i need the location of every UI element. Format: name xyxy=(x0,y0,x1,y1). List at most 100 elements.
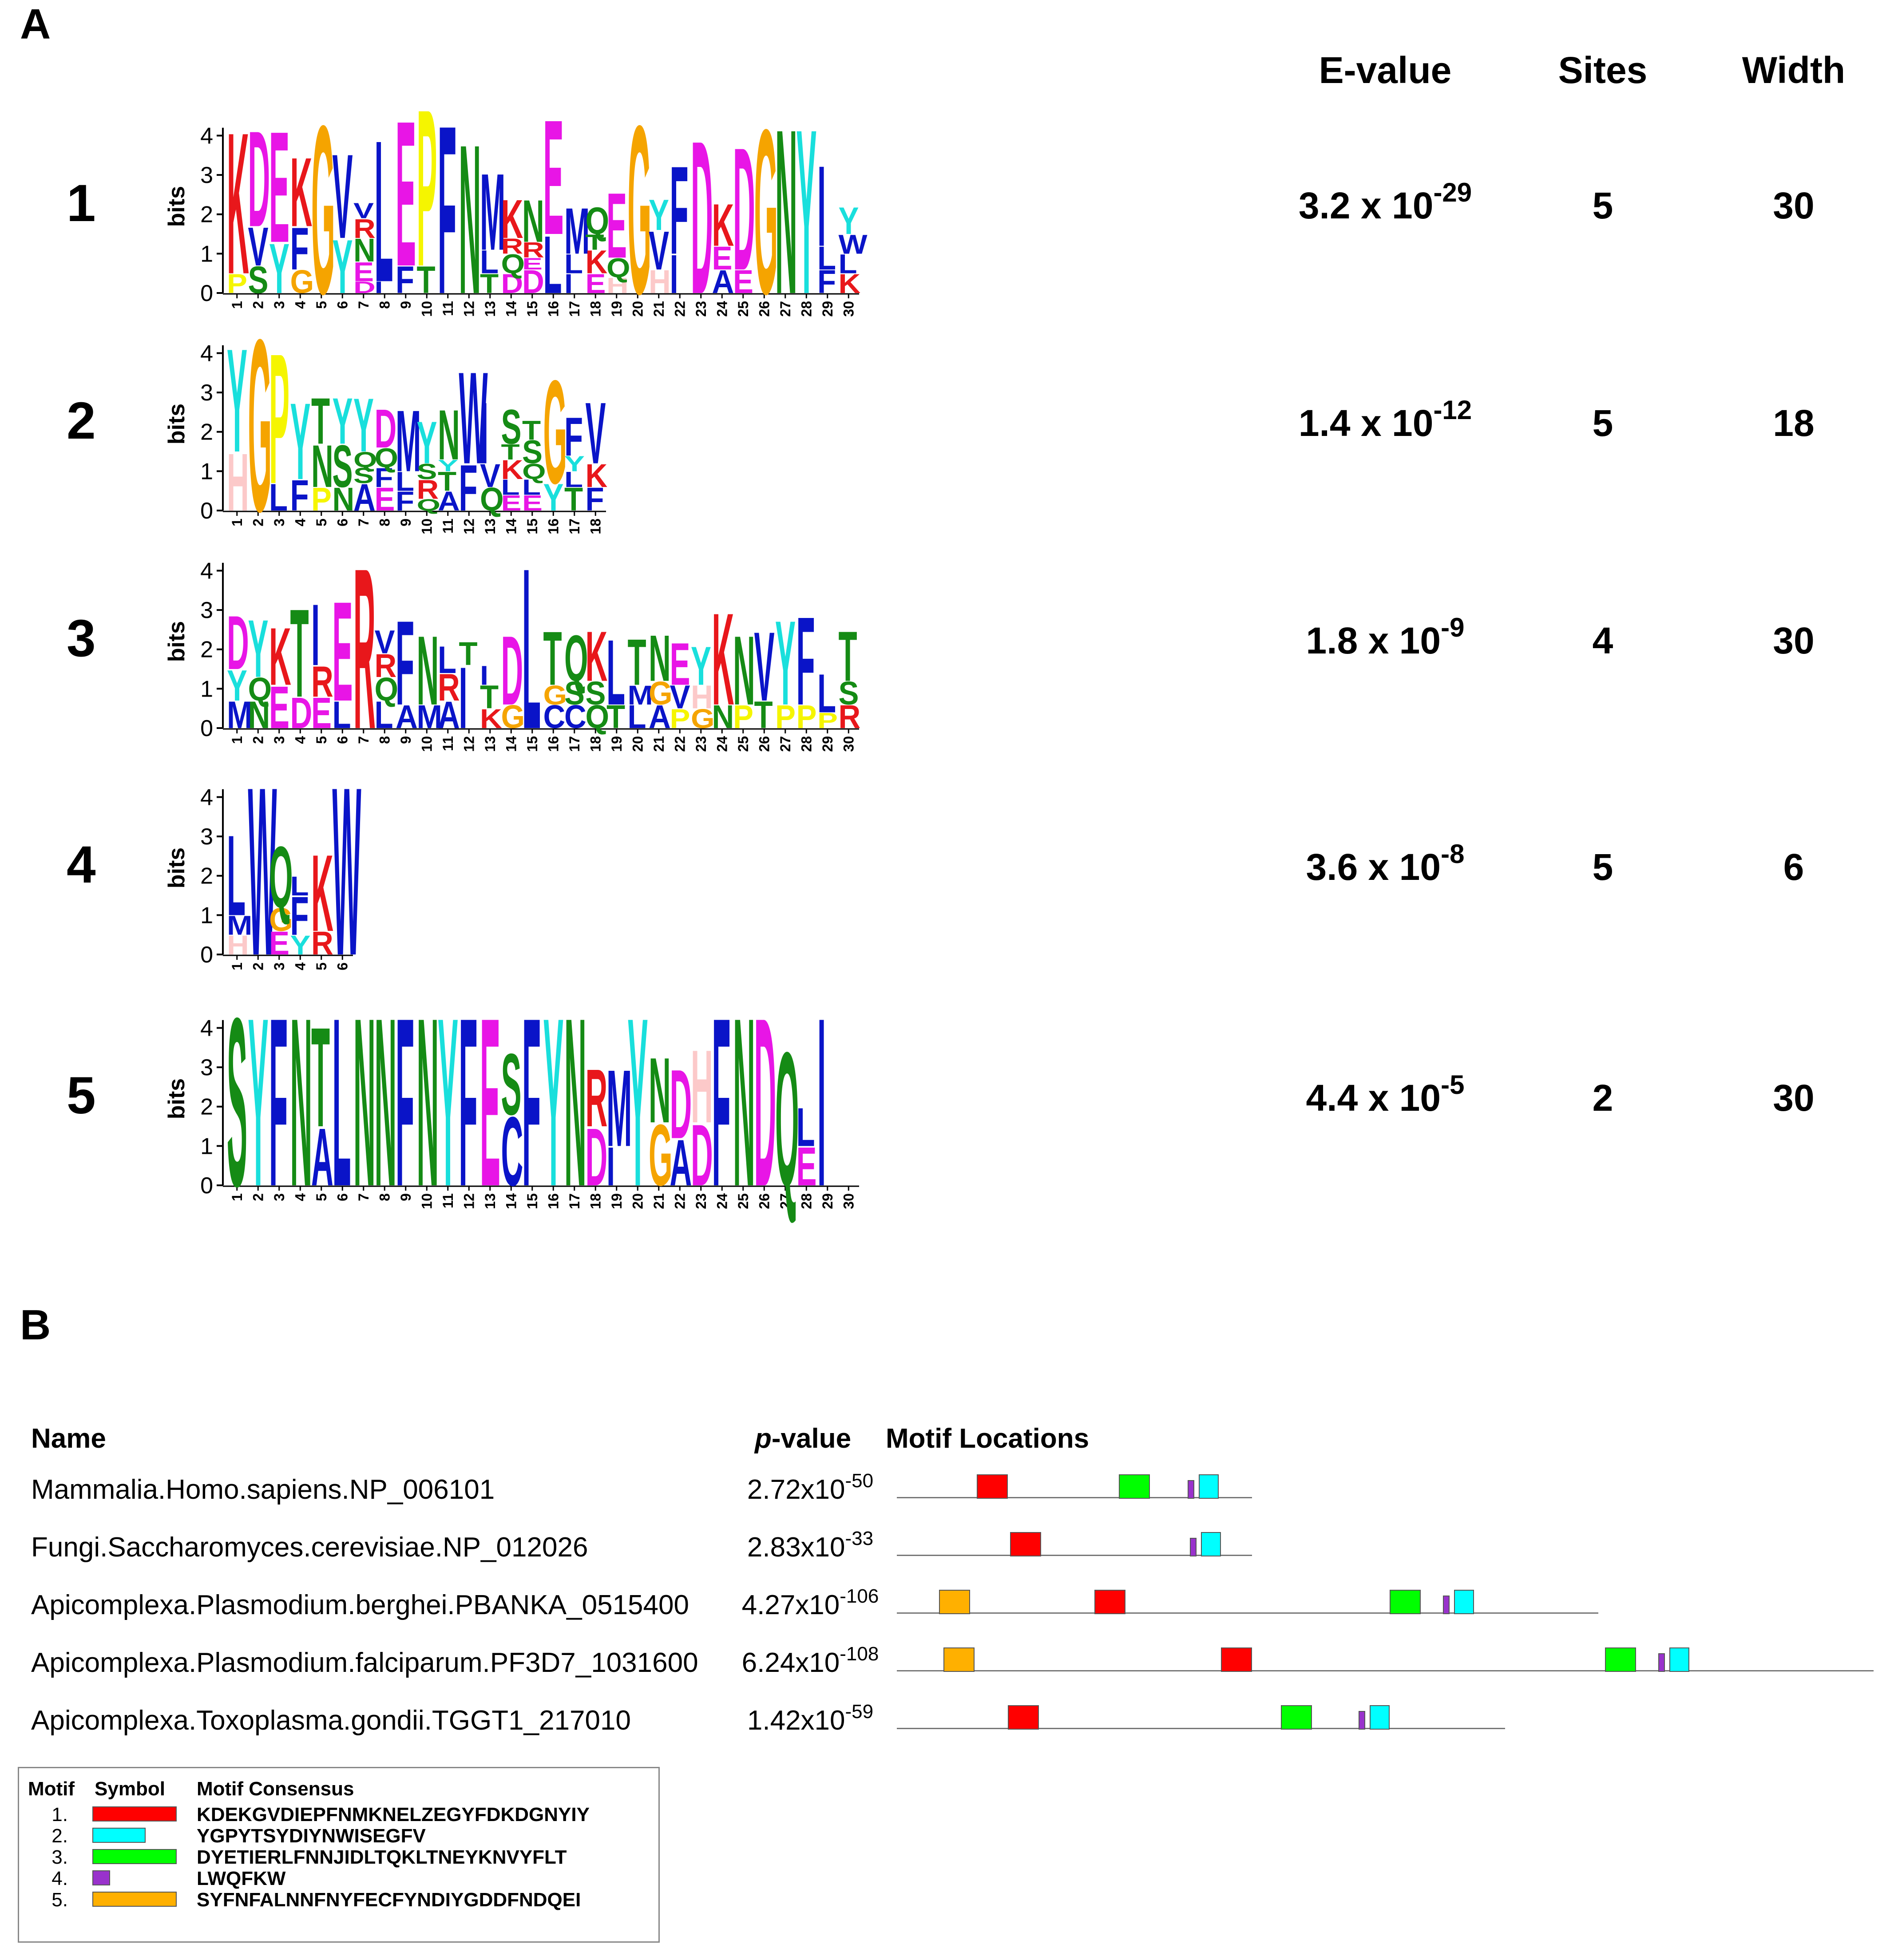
x-tick-label: 25 xyxy=(735,301,751,317)
logo-letter: Y xyxy=(543,476,564,519)
x-tick-label: 15 xyxy=(524,1193,540,1209)
logo-letter: D xyxy=(691,111,713,340)
logo-letter: M xyxy=(564,195,590,268)
y-tick-label: 3 xyxy=(200,1055,213,1081)
logo-letter: G xyxy=(649,1106,673,1204)
legend-item-number: 4. xyxy=(52,1868,68,1889)
panel-a-label: A xyxy=(20,0,51,48)
evalue-base: 1.4 x 10 xyxy=(1298,402,1434,444)
motif-2-sites: 5 xyxy=(1592,402,1613,444)
x-tick-label: 21 xyxy=(651,1193,667,1209)
logo-letter: K xyxy=(480,703,502,734)
logo-letter: K xyxy=(501,189,523,250)
x-tick-label: 24 xyxy=(714,1193,730,1209)
x-tick-label: 5 xyxy=(313,519,329,527)
logo-letter: A xyxy=(649,699,671,736)
logo-letter: Y xyxy=(248,603,269,695)
logo-letter: P xyxy=(269,329,289,523)
logo-letter: T xyxy=(586,230,604,254)
logo-letter: Q xyxy=(417,496,441,514)
y-axis-label: bits xyxy=(164,847,190,888)
x-tick-label: 11 xyxy=(440,736,456,751)
x-tick-label: 1 xyxy=(229,301,245,309)
sequence-name: Apicomplexa.Plasmodium.falciparum.PF3D7_… xyxy=(31,1647,698,1678)
legend-symbol-5 xyxy=(92,1892,177,1907)
motif-legend: Motif Symbol Motif Consensus 1. KDEKGVDIE… xyxy=(18,1767,660,1943)
y-tick-label: 1 xyxy=(200,903,213,928)
sequence-track xyxy=(897,1612,1598,1614)
x-tick-label: 5 xyxy=(313,736,329,744)
logo-letter: D xyxy=(353,278,376,297)
logo-letter: E xyxy=(733,264,753,301)
pvalue-base: 1.42x10 xyxy=(747,1705,845,1736)
x-tick-label: 16 xyxy=(545,519,561,535)
logo-letter: F xyxy=(817,264,836,301)
logo-letter: D xyxy=(754,1003,777,1236)
x-tick-label: 13 xyxy=(482,736,498,752)
logo-letter: Y xyxy=(649,191,669,240)
motif-1-block xyxy=(1221,1647,1252,1672)
logo-letter: R xyxy=(311,925,333,962)
logo-letter: V xyxy=(480,458,500,495)
motif-4-block xyxy=(1443,1596,1450,1614)
motif-2-width: 18 xyxy=(1773,402,1815,444)
logo-letter: W xyxy=(839,229,868,260)
logo-letter: Y xyxy=(796,111,817,343)
x-tick-label: 26 xyxy=(756,1193,772,1209)
x-tick-label: 8 xyxy=(376,301,392,309)
logo-letter: Y xyxy=(628,1003,648,1236)
logo-letter: Y xyxy=(564,451,585,476)
logo-letter: F xyxy=(564,407,583,467)
logo-letter: G xyxy=(691,703,715,734)
x-tick-label: 14 xyxy=(503,1193,519,1209)
logo-letter: C xyxy=(543,699,566,736)
x-tick-label: 10 xyxy=(419,301,435,317)
y-tick-label: 1 xyxy=(200,1133,213,1159)
x-tick-label: 7 xyxy=(356,519,372,527)
x-tick-label: 22 xyxy=(672,1193,688,1209)
logo-letter: V xyxy=(754,611,775,721)
logo-letter: V xyxy=(333,129,353,264)
logo-letter: S xyxy=(839,675,859,712)
x-tick-label: 30 xyxy=(840,1193,856,1209)
legend-item-consensus: LWQFKW xyxy=(197,1868,286,1889)
x-tick-label: 13 xyxy=(482,301,498,317)
logo-letter: H xyxy=(649,264,671,301)
y-axis-label: bits xyxy=(164,404,190,444)
legend-item-number: 2. xyxy=(52,1825,68,1847)
logo-letter: F xyxy=(670,139,689,280)
logo-letter: L xyxy=(839,249,857,279)
logo-letter: F xyxy=(290,886,309,947)
logo-letter: N xyxy=(353,232,376,269)
logo-letter: C xyxy=(501,1096,523,1206)
sequence-track xyxy=(897,1670,1874,1671)
logo-letter: F xyxy=(438,111,456,344)
y-axis-label: bits xyxy=(164,1078,190,1119)
logo-letter: D xyxy=(586,1111,608,1203)
logo-letter: Y xyxy=(775,595,796,730)
logo-letter: T xyxy=(564,481,583,518)
logo-letter: Q xyxy=(775,1013,799,1226)
x-tick-label: 18 xyxy=(587,519,603,535)
x-tick-label: 19 xyxy=(609,301,625,317)
logo-letter: K xyxy=(839,268,861,299)
sites-header: Sites xyxy=(1558,49,1648,91)
logo-letter: S xyxy=(417,459,437,484)
x-tick-label: 25 xyxy=(735,1193,751,1209)
x-tick-label: 6 xyxy=(334,519,350,527)
logo-letter: V xyxy=(353,198,374,223)
sequence-track xyxy=(897,1497,1252,1498)
x-tick-label: 14 xyxy=(503,519,519,535)
logo-letter: W xyxy=(333,772,362,1006)
logo-letter: R xyxy=(586,1052,608,1144)
legend-consensus-header: Motif Consensus xyxy=(197,1778,354,1800)
logo-letter: Y xyxy=(353,382,374,468)
logo-letter: T xyxy=(480,268,499,299)
x-tick-label: 22 xyxy=(672,736,688,752)
sequence-name: Apicomplexa.Toxoplasma.gondii.TGGT1_2170… xyxy=(31,1705,631,1736)
legend-symbol-2 xyxy=(92,1828,146,1843)
logo-letter: A xyxy=(438,486,460,516)
legend-item-consensus: YGPYTSYDIYNWISEGFV xyxy=(197,1825,426,1847)
